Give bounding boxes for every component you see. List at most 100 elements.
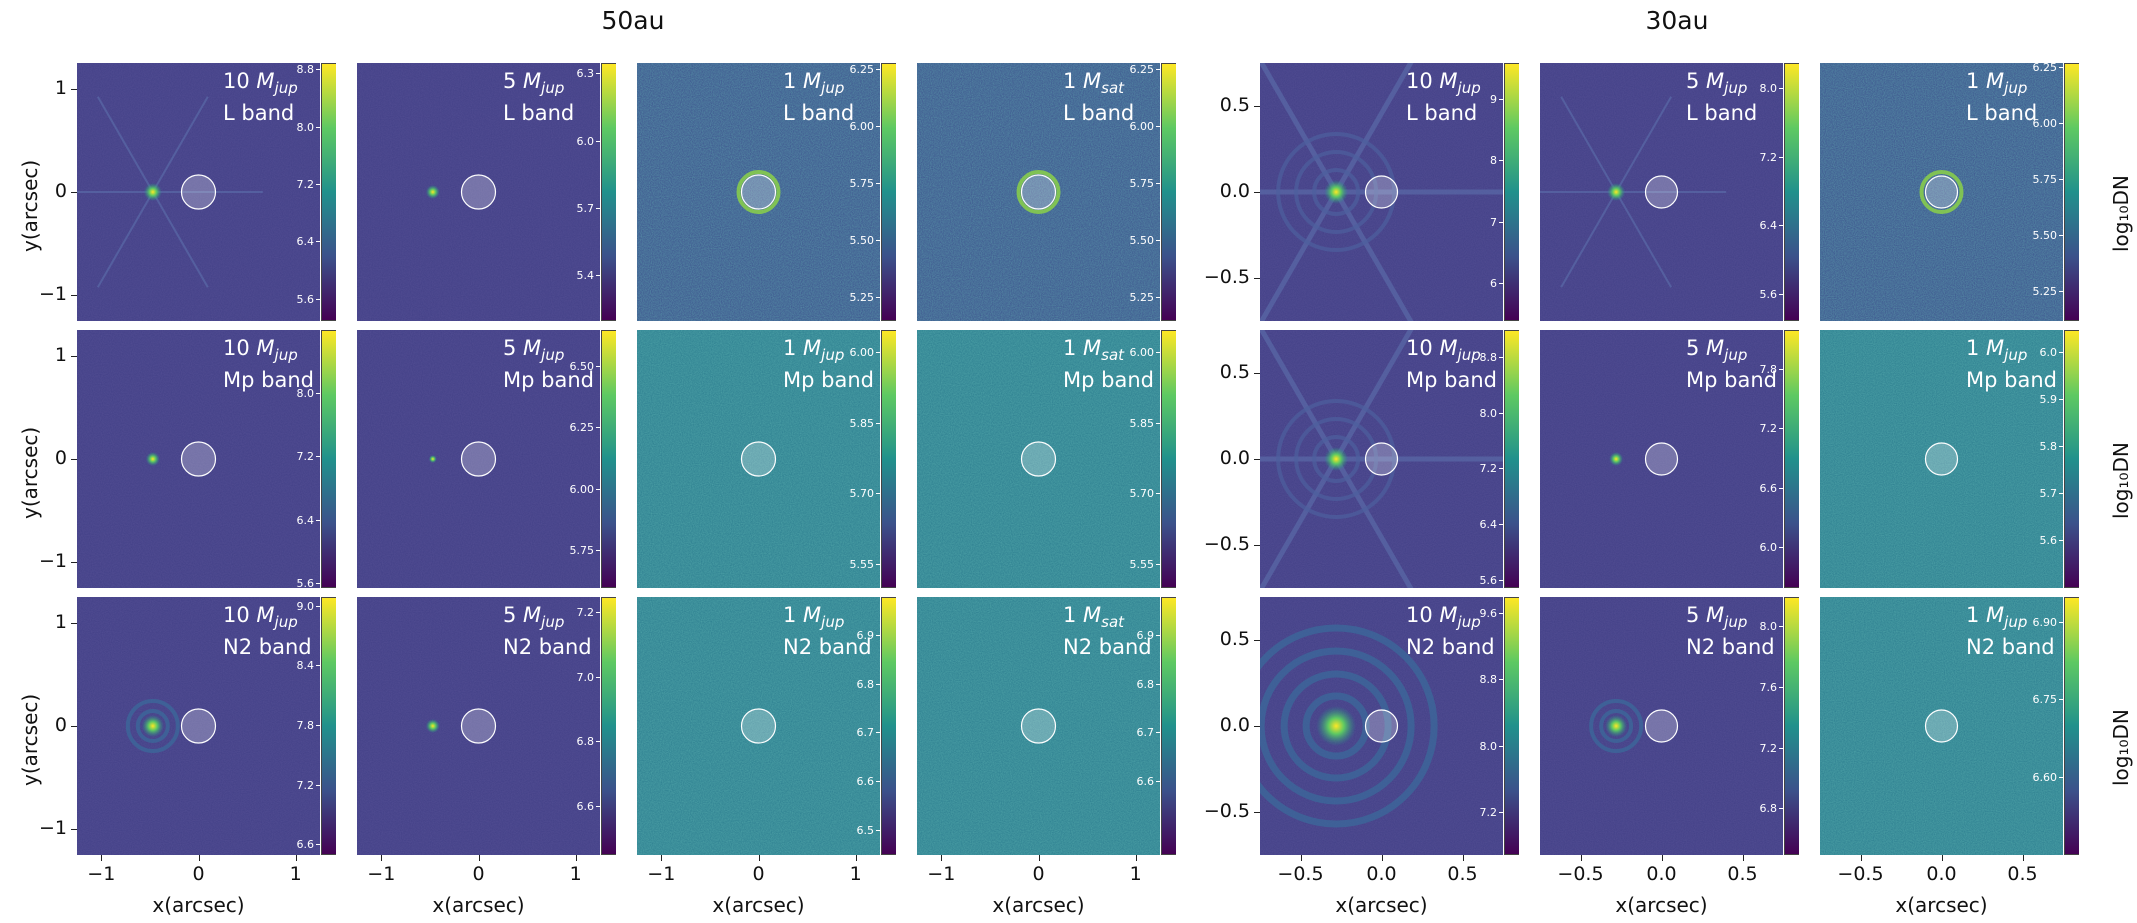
image-noise: [357, 63, 600, 321]
panel-label: 1 Mjup Mp band: [1966, 336, 2057, 393]
coronagraph-mask: [1924, 709, 1959, 743]
heatmap-image: [917, 597, 1160, 855]
colorbar-tick-label: 5.85: [834, 417, 880, 430]
image-panel: 8.0 7.2 6.4 5.6 5 Mjup L band: [1540, 63, 1799, 321]
psf-ring: [1260, 647, 1415, 805]
heatmap-image: [1820, 63, 2063, 321]
y-tick-mark: [71, 192, 77, 193]
colorbar-tick-label: 6.0: [1737, 541, 1783, 554]
heatmap-image: [77, 597, 320, 855]
colorbar-tick-label: 6.4: [274, 514, 320, 527]
psf-ring: [1312, 168, 1361, 216]
y-tick-mark: [71, 355, 77, 357]
mass-symbol: M: [1706, 69, 1725, 93]
planet-psf: [1607, 183, 1626, 201]
image-panel: 9.6 8.8 8.0 7.2 10 Mjup N2 band: [1260, 597, 1519, 855]
mass-subscript: jup: [821, 346, 845, 365]
mass-number: 1: [783, 336, 804, 360]
colorbar-tick-label: 6.60: [2017, 771, 2063, 784]
coronagraph-mask: [180, 174, 217, 210]
x-tick-label: −0.5: [1837, 863, 1884, 885]
panel-band-label: N2 band: [783, 635, 872, 660]
colorbar-tick-label: 7.2: [1457, 462, 1503, 475]
colorbar-axis-label: log₁₀DN: [2109, 709, 2133, 786]
mass-number: 10: [223, 69, 257, 93]
colorbar-tick-label: 6.7: [1114, 726, 1160, 739]
heatmap-image: [637, 330, 880, 588]
coronagraph-mask: [1364, 709, 1399, 743]
x-tick-mark: [1300, 855, 1302, 861]
coronagraph-mask: [460, 441, 497, 477]
colorbar-tick-label: 8: [1457, 154, 1503, 167]
colorbar-tick-label: 6.9: [834, 629, 880, 642]
panel-label: 10 Mjup Mp band: [1406, 336, 1497, 393]
planet-psf: [1324, 447, 1349, 471]
colorbar-tick-label: 8.8: [1457, 351, 1503, 364]
panel-label: 1 Msat L band: [1063, 69, 1134, 126]
colorbar-tick-label: 6.6: [554, 800, 600, 813]
panel-band-label: Mp band: [503, 368, 594, 393]
colorbar-tick-label: 5.50: [1114, 234, 1160, 247]
colorbar-tick-label: 6.3: [554, 67, 600, 80]
colorbar-tick-label: 8.0: [274, 387, 320, 400]
planet-psf: [1316, 706, 1357, 746]
x-tick-mark: [1661, 855, 1663, 861]
colorbar: [1161, 63, 1176, 321]
colorbar-tick-label: 7.8: [274, 719, 320, 732]
y-tick-mark: [1254, 373, 1260, 374]
mass-symbol: M: [1706, 603, 1725, 627]
panel-mass-label: 1 Mjup: [783, 603, 872, 635]
psf-ring: [1276, 132, 1397, 252]
colorbar-tick-label: 8.0: [274, 121, 320, 134]
panel-mass-label: 1 Mjup: [1966, 603, 2055, 635]
planet-psf: [141, 715, 164, 737]
y-tick-label: 0.0: [1219, 180, 1250, 202]
x-tick-label: 0.5: [1727, 863, 1758, 885]
x-tick-mark: [661, 855, 663, 861]
colorbar-tick-label: 7.2: [554, 606, 600, 619]
x-axis-label: x(arcsec): [1335, 893, 1428, 917]
panel-mass-label: 5 Mjup: [1686, 336, 1777, 368]
y-tick-label: 1: [54, 610, 67, 633]
x-axis-label: x(arcsec): [432, 893, 525, 917]
x-tick-mark: [1742, 855, 1744, 861]
x-tick-mark: [198, 855, 200, 861]
colorbar-tick-label: 5.85: [1114, 417, 1160, 430]
coronagraph-mask: [1644, 709, 1679, 743]
colorbar-tick-label: 6.90: [2017, 616, 2063, 629]
disk-residual: [1016, 170, 1061, 214]
mass-subscript: jup: [1457, 79, 1481, 98]
y-tick-label: −0.5: [1203, 533, 1250, 555]
image-panel: 9.0 8.4 7.8 7.2 6.6 10 Mjup N2 band: [77, 597, 336, 855]
colorbar: [2064, 330, 2079, 588]
panel-mass-label: 10 Mjup: [1406, 336, 1497, 368]
colorbar: [1161, 330, 1176, 588]
psf-ring: [1280, 670, 1392, 782]
colorbar-tick-label: 6.9: [1114, 629, 1160, 642]
psf-ring: [1302, 692, 1370, 760]
panel-band-label: L band: [1686, 101, 1758, 126]
panel-mass-label: 5 Mjup: [1686, 603, 1775, 635]
heatmap-image: [637, 63, 880, 321]
panel-band-label: Mp band: [783, 368, 874, 393]
panel-label: 5 Mjup N2 band: [503, 603, 592, 660]
mass-symbol: M: [523, 603, 542, 627]
mass-number: 1: [1063, 603, 1084, 627]
mass-symbol: M: [1083, 69, 1102, 93]
mass-number: 5: [1686, 69, 1707, 93]
x-tick-label: 0.0: [1366, 863, 1397, 885]
x-tick-label: −1: [647, 863, 676, 885]
panel-mass-label: 1 Msat: [1063, 336, 1154, 368]
mass-subscript: jup: [541, 613, 565, 632]
mass-symbol: M: [1439, 69, 1458, 93]
mass-symbol: M: [803, 603, 822, 627]
x-tick-mark: [478, 855, 480, 861]
y-tick-mark: [1254, 192, 1260, 193]
colorbar: [1784, 330, 1799, 588]
coronagraph-mask: [1364, 442, 1399, 476]
image-noise: [637, 330, 880, 588]
x-tick-mark: [855, 855, 857, 861]
planet-psf: [145, 452, 160, 466]
image-noise: [637, 63, 880, 321]
panel-label: 5 Mjup L band: [1686, 69, 1757, 126]
